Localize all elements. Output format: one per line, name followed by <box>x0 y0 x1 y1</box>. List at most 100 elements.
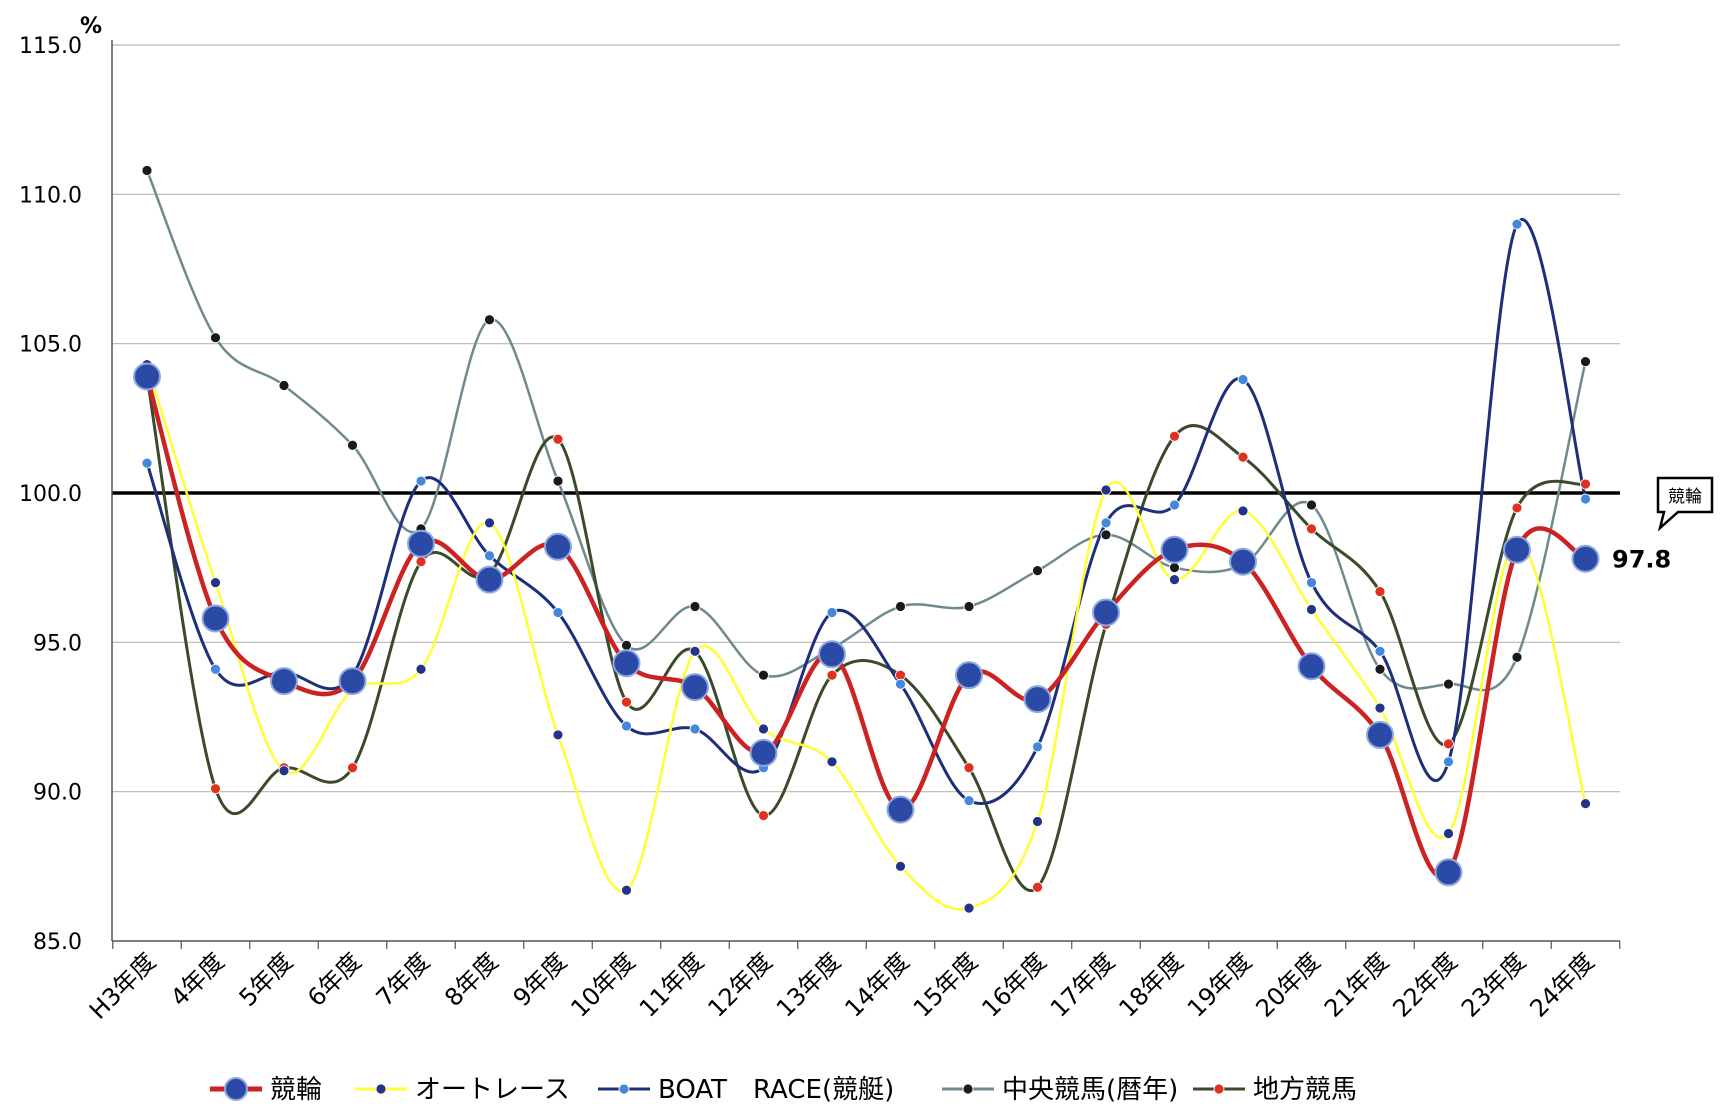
legend-marker <box>618 1083 630 1095</box>
marker-boatrace <box>1443 756 1454 768</box>
x-tick-label: 4年度 <box>165 947 230 1012</box>
marker-boatrace <box>1580 493 1591 505</box>
marker-chiho-keiba <box>1580 478 1591 490</box>
marker-autorace <box>1169 574 1180 586</box>
marker-chiho-keiba <box>1306 523 1317 535</box>
marker-keirin <box>955 661 983 690</box>
x-tick-label: H3年度 <box>84 947 161 1024</box>
y-tick-label: 90.0 <box>33 781 82 806</box>
marker-keirin <box>1366 720 1394 749</box>
marker-chiho-keiba <box>1374 586 1386 597</box>
marker-keirin <box>270 667 298 696</box>
marker-autorace <box>415 663 427 675</box>
marker-chiho-keiba <box>347 762 358 774</box>
marker-autorace <box>278 765 290 777</box>
marker-chiho-keiba <box>758 810 769 821</box>
annotation-layer: 競輪 97.8 <box>1612 476 1714 574</box>
marker-boatrace <box>1169 499 1180 511</box>
marker-keirin <box>407 529 435 558</box>
marker-boatrace <box>552 607 564 618</box>
marker-chuo-keiba <box>278 380 290 391</box>
marker-chiho-keiba <box>963 762 975 774</box>
x-tick-label: 7年度 <box>371 947 436 1012</box>
marker-keirin <box>133 362 161 391</box>
marker-keirin <box>886 795 915 824</box>
x-tick-label: 9年度 <box>508 947 573 1012</box>
marker-keirin <box>1023 685 1052 714</box>
x-tick-label: 12年度 <box>702 947 777 1022</box>
marker-keirin <box>1092 598 1120 627</box>
marker-boatrace <box>484 550 495 562</box>
marker-keirin <box>612 649 641 678</box>
legend-marker <box>962 1083 974 1095</box>
marker-autorace <box>895 860 906 872</box>
marker-chuo-keiba <box>1374 663 1386 675</box>
marker-chiho-keiba <box>415 556 427 568</box>
marker-chuo-keiba <box>963 601 975 612</box>
legend-marker <box>375 1083 387 1095</box>
marker-boatrace <box>1032 741 1043 753</box>
marker-autorace <box>1443 828 1454 839</box>
x-tick-label: 19年度 <box>1182 947 1257 1022</box>
series-layer <box>144 169 1588 911</box>
marker-chuo-keiba <box>1169 562 1180 574</box>
marker-boatrace <box>621 720 632 732</box>
x-tick-label: 5年度 <box>234 947 299 1012</box>
marker-keirin <box>475 565 504 594</box>
marker-autorace <box>552 729 564 741</box>
marker-chuo-keiba <box>347 439 358 451</box>
marker-keirin <box>544 532 572 561</box>
marker-autorace <box>621 884 632 896</box>
marker-chiho-keiba <box>1443 738 1454 750</box>
marker-boatrace <box>415 475 427 487</box>
series-line-autorace <box>145 363 1587 911</box>
marker-autorace <box>826 756 838 768</box>
legend-label: BOAT RACE(競艇) <box>658 1075 894 1105</box>
marker-boatrace <box>141 457 153 469</box>
legend-item-boatrace: BOAT RACE(競艇) <box>598 1075 894 1105</box>
x-tick-label: 6年度 <box>302 947 367 1012</box>
marker-autorace <box>1374 702 1386 714</box>
legend-label: 競輪 <box>270 1075 322 1105</box>
y-tick-label: 105.0 <box>19 333 82 358</box>
marker-boatrace <box>689 723 701 735</box>
x-tick-label: 23年度 <box>1456 947 1531 1022</box>
marker-chuo-keiba <box>210 332 221 344</box>
marker-layer <box>133 165 1600 914</box>
legend: 競輪 オートレース BOAT RACE(競艇) 中央競馬(暦年) 地方競馬 <box>210 1075 1357 1105</box>
marker-chiho-keiba <box>552 433 564 445</box>
marker-keirin <box>1434 858 1463 887</box>
last-value-label: 97.8 <box>1612 546 1671 574</box>
marker-boatrace <box>1306 577 1317 588</box>
marker-keirin <box>1297 652 1326 681</box>
callout-box <box>1656 476 1714 532</box>
y-unit-label: % <box>80 14 102 39</box>
marker-autorace <box>963 902 975 914</box>
marker-chiho-keiba <box>1511 502 1523 514</box>
marker-keirin <box>1571 544 1600 573</box>
marker-chuo-keiba <box>689 601 701 612</box>
marker-keirin <box>749 738 778 767</box>
marker-chuo-keiba <box>484 314 495 326</box>
x-tick-label: 11年度 <box>634 947 709 1022</box>
marker-keirin <box>1160 535 1189 564</box>
x-tick-label: 18年度 <box>1113 947 1188 1022</box>
marker-autorace <box>1032 816 1043 827</box>
marker-chuo-keiba <box>1443 678 1454 690</box>
marker-chiho-keiba <box>621 696 632 708</box>
marker-chuo-keiba <box>552 475 564 487</box>
y-tick-label: 100.0 <box>19 482 82 507</box>
legend-item-keirin: 競輪 <box>210 1075 322 1105</box>
marker-boatrace <box>210 663 221 675</box>
marker-boatrace <box>826 607 838 618</box>
marker-chuo-keiba <box>758 669 769 681</box>
marker-chiho-keiba <box>1032 881 1043 893</box>
legend-item-chuo-keiba: 中央競馬(暦年) <box>942 1075 1178 1105</box>
marker-chuo-keiba <box>1100 529 1112 541</box>
series-line-chiho-keiba <box>145 375 1587 892</box>
x-tick-label: 14年度 <box>839 947 914 1022</box>
marker-chuo-keiba <box>1511 651 1523 663</box>
marker-autorace <box>210 577 221 588</box>
